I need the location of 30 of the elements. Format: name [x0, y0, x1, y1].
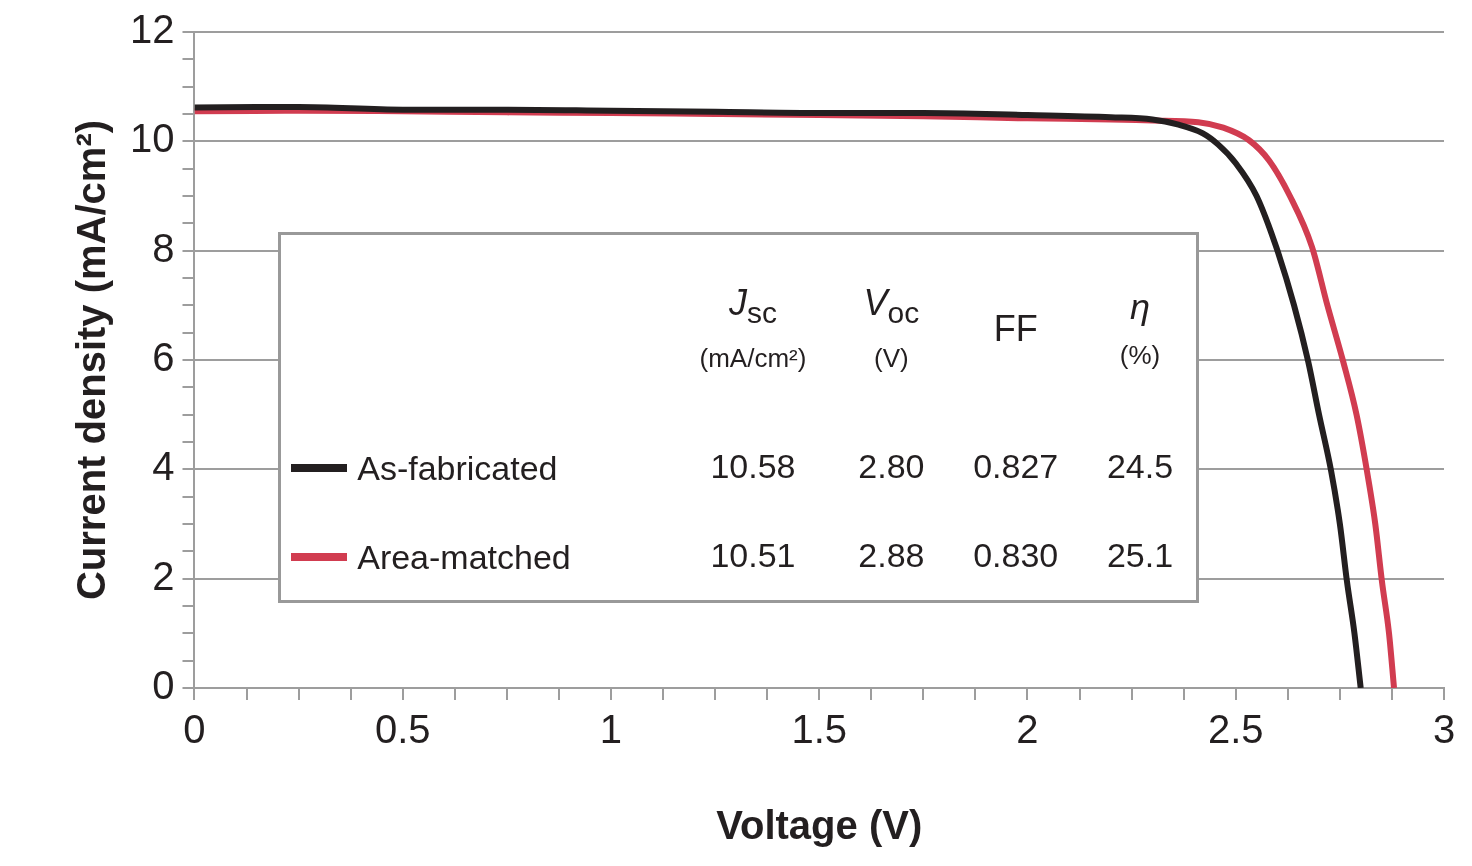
annotation: 0.827: [972, 446, 1060, 488]
y-axis-title: Current density (mA/cm²): [69, 119, 114, 601]
legend-label: As-fabricated: [357, 448, 558, 487]
annotation: 0.830: [972, 534, 1060, 576]
y-tick-label: 10: [129, 116, 175, 161]
x-tick-label: 1.5: [791, 707, 848, 752]
annotation: 2.88: [857, 534, 926, 576]
y-tick-label: 6: [152, 335, 175, 380]
annotation: 10.58: [709, 446, 797, 488]
annotation: 10.51: [709, 534, 797, 576]
y-tick-label: 2: [152, 553, 175, 598]
annotation: 24.5: [1105, 446, 1175, 488]
annotation: η (%): [1119, 285, 1161, 370]
x-tick-label: 2: [1016, 707, 1039, 752]
annotation: FF: [992, 307, 1039, 352]
x-tick-label: 0.5: [374, 707, 431, 752]
x-tick-label: 2.5: [1207, 707, 1264, 752]
annotation: 2.80: [857, 446, 926, 488]
x-axis-title: Voltage (V): [716, 803, 923, 848]
y-tick-label: 0: [152, 663, 175, 708]
legend-label: Area-matched: [357, 537, 571, 576]
annotation: V$_{oc}$ (V): [863, 282, 920, 374]
x-tick-label: 3: [1432, 707, 1456, 752]
y-tick-label: 12: [129, 7, 175, 52]
y-tick-label: 4: [152, 444, 175, 489]
x-tick-label: 1: [599, 707, 623, 752]
annotation: J$_{sc}$ (mA/cm²): [699, 282, 807, 374]
y-tick-label: 8: [152, 225, 175, 270]
x-tick-label: 0: [183, 707, 206, 752]
annotation: 25.1: [1105, 534, 1175, 576]
